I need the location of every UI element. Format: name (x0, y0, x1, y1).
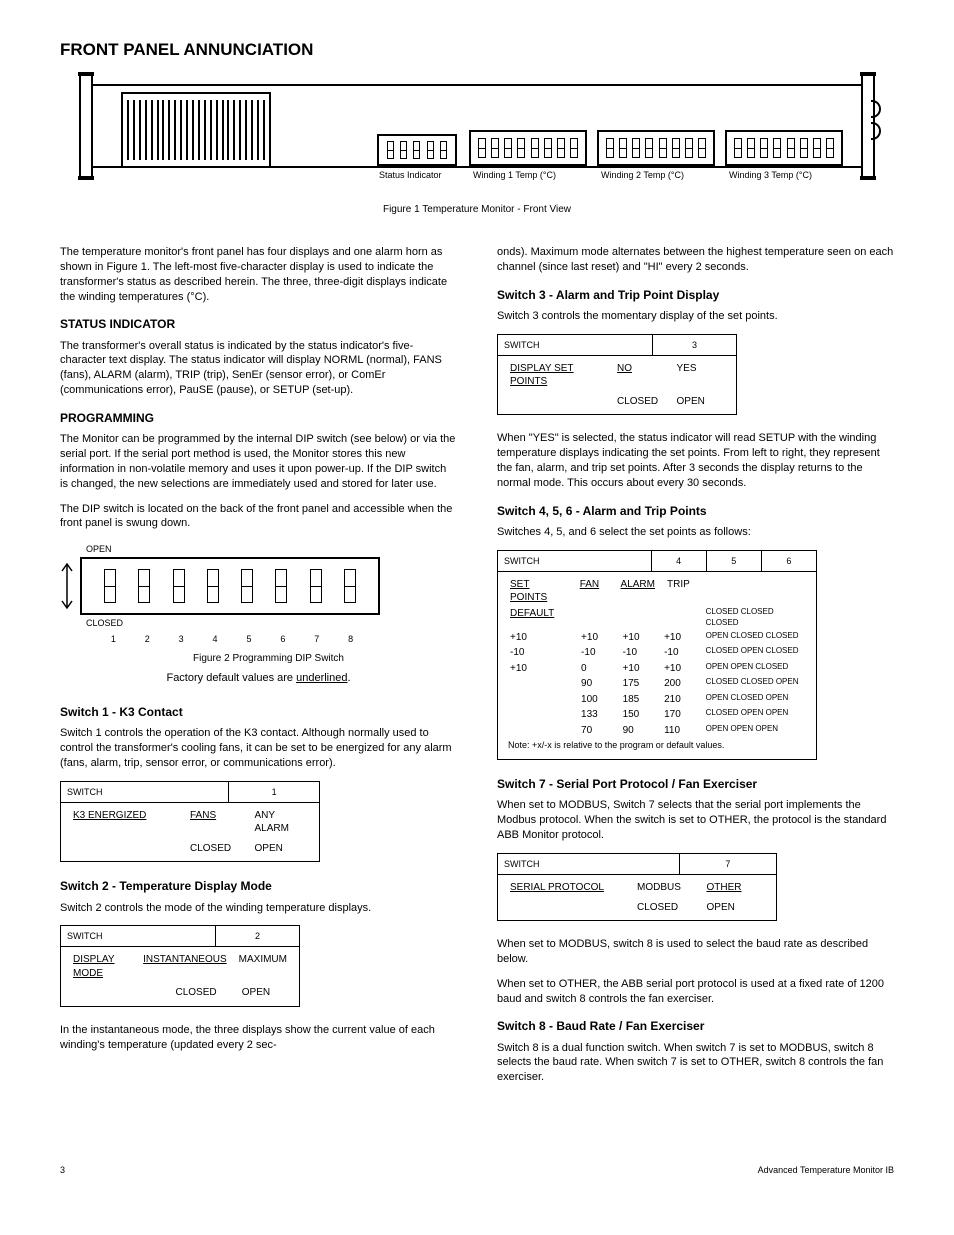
page-footer: 3 Advanced Temperature Monitor IB (60, 1165, 894, 1175)
sw456-para: Switches 4, 5, and 6 select the set poin… (497, 525, 894, 540)
sw2-table: SWITCH 2 DISPLAY MODE INSTANTANEOUS MAXI… (60, 925, 300, 1007)
heading-programming: PROGRAMMING (60, 410, 457, 426)
sw3-para: Switch 3 controls the momentary display … (497, 309, 894, 324)
dip-open-label: OPEN (86, 543, 380, 555)
heading-sw7: Switch 7 - Serial Port Protocol / Fan Ex… (497, 776, 894, 792)
updown-arrow-icon (60, 561, 74, 611)
heading-sw1: Switch 1 - K3 Contact (60, 704, 457, 720)
heading-status: STATUS INDICATOR (60, 316, 457, 332)
sw1-table: SWITCH 1 K3 ENERGIZED FANS ANY ALARM CLO… (60, 781, 320, 863)
alarm-horn-grille (121, 92, 271, 168)
winding-1-label: Winding 1 Temp (°C) (473, 170, 556, 180)
dip-numbers: 12345678 (82, 633, 382, 645)
doc-title-footer: Advanced Temperature Monitor IB (758, 1165, 894, 1175)
page-number: 3 (60, 1165, 65, 1175)
sw3-table: SWITCH 3 DISPLAY SET POINTS NO YES CLOSE… (497, 334, 737, 416)
figure-1-caption: Figure 1 Temperature Monitor - Front Vie… (60, 204, 894, 215)
sw7-para-c: When set to OTHER, the ABB serial port p… (497, 977, 894, 1007)
winding-2-display (597, 130, 715, 166)
winding-3-display (725, 130, 843, 166)
sw1-para: Switch 1 controls the operation of the K… (60, 726, 457, 771)
dip-default-note: Factory default values are underlined. (60, 671, 457, 686)
winding-3-label: Winding 3 Temp (°C) (729, 170, 812, 180)
right-intro: onds). Maximum mode alternates between t… (497, 245, 894, 275)
right-column: onds). Maximum mode alternates between t… (497, 245, 894, 1095)
sw7-para-b: When set to MODBUS, switch 8 is used to … (497, 937, 894, 967)
status-indicator-display (377, 134, 457, 166)
figure-1-diagram: Status Indicator Winding 1 Temp (°C) Win… (77, 74, 877, 194)
heading-sw456: Switch 4, 5, 6 - Alarm and Trip Points (497, 503, 894, 519)
figure-2-dip: OPEN CLOSED (60, 543, 457, 629)
winding-1-display (469, 130, 587, 166)
sw2-para: Switch 2 controls the mode of the windin… (60, 901, 457, 916)
status-para: The transformer's overall status is indi… (60, 339, 457, 398)
section-title: FRONT PANEL ANNUNCIATION (60, 40, 894, 60)
prog-para-2: The DIP switch is located on the back of… (60, 502, 457, 532)
sw8-para: Switch 8 is a dual function switch. When… (497, 1041, 894, 1086)
heading-sw2: Switch 2 - Temperature Display Mode (60, 878, 457, 894)
status-indicator-label: Status Indicator (379, 170, 442, 180)
sw2-para-b: In the instantaneous mode, the three dis… (60, 1023, 457, 1053)
sw456-note: Note: +x/-x is relative to the program o… (498, 739, 816, 759)
sw7-para-a: When set to MODBUS, Switch 7 selects tha… (497, 798, 894, 843)
sw7-table: SWITCH 7 SERIAL PROTOCOL MODBUS OTHER CL… (497, 853, 777, 921)
intro-para: The temperature monitor's front panel ha… (60, 245, 457, 304)
left-column: The temperature monitor's front panel ha… (60, 245, 457, 1095)
sw3-para-b: When "YES" is selected, the status indic… (497, 431, 894, 490)
heading-sw8: Switch 8 - Baud Rate / Fan Exerciser (497, 1018, 894, 1034)
winding-2-label: Winding 2 Temp (°C) (601, 170, 684, 180)
dip-closed-label: CLOSED (86, 617, 380, 629)
sw456-table: SWITCH 4 5 6 SET POINTSFANALARMTRIPDEFAU… (497, 550, 817, 760)
heading-sw3: Switch 3 - Alarm and Trip Point Display (497, 287, 894, 303)
prog-para-1: The Monitor can be programmed by the int… (60, 432, 457, 491)
figure-2-caption: Figure 2 Programming DIP Switch (80, 652, 457, 666)
